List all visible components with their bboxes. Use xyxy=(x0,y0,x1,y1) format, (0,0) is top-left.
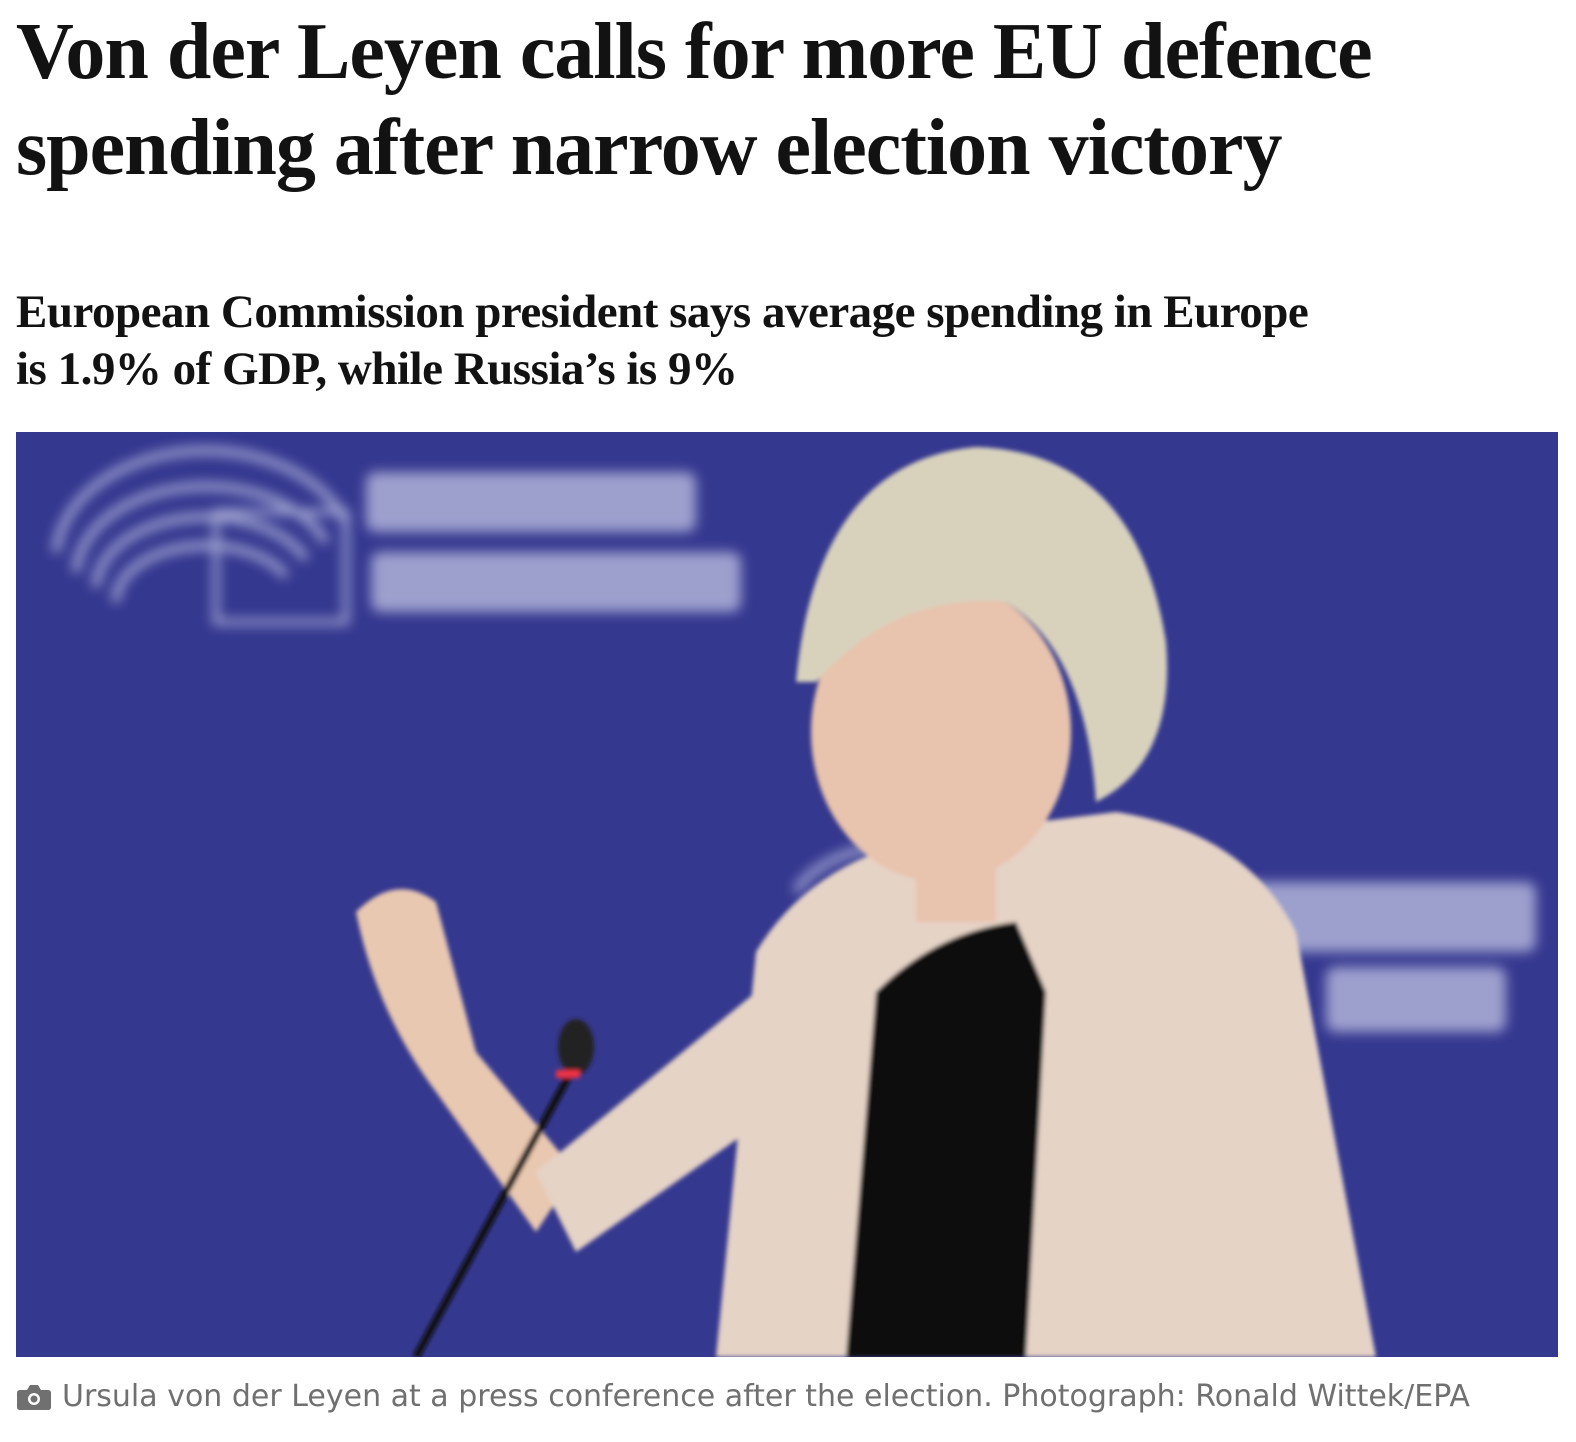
headline: Von der Leyen calls for more EU defence … xyxy=(16,8,1373,192)
caption-text: Ursula von der Leyen at a press conferen… xyxy=(62,1379,1470,1414)
photo xyxy=(16,432,1558,1357)
caption: Ursula von der Leyen at a press conferen… xyxy=(16,1374,1566,1420)
standfirst: European Commission president says avera… xyxy=(16,286,1309,395)
camera-icon xyxy=(17,1385,51,1410)
